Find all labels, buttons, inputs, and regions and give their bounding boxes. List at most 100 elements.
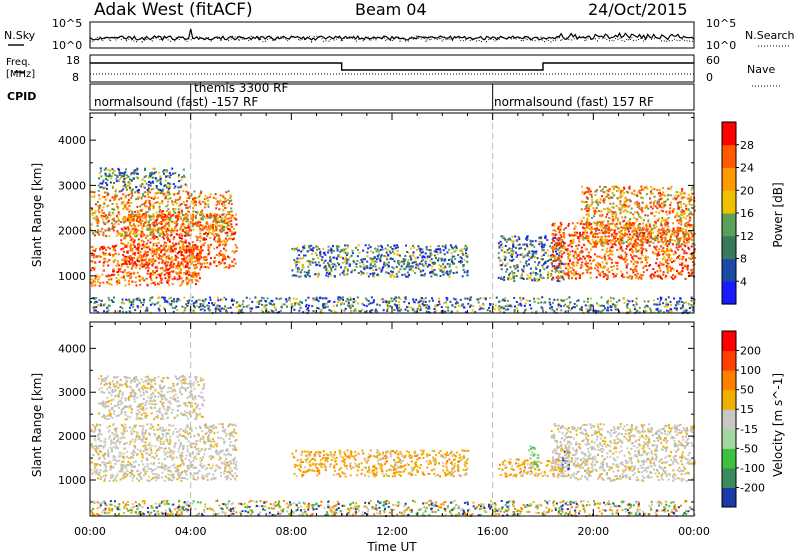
echo-cell	[128, 235, 131, 238]
echo-cell	[611, 269, 614, 272]
echo-cell	[337, 254, 340, 256]
echo-cell	[614, 215, 617, 218]
echo-cell	[145, 255, 148, 258]
echo-cell	[147, 221, 150, 224]
echo-cell	[440, 269, 443, 272]
echo-cell	[612, 206, 615, 209]
echo-cell	[413, 246, 416, 249]
echo-cell	[99, 186, 102, 189]
echo-cell	[127, 255, 130, 258]
echo-cell	[160, 189, 163, 192]
echo-cell	[130, 247, 133, 250]
echo-cell	[131, 188, 134, 191]
echo-cell	[319, 250, 322, 253]
echo-cell	[391, 270, 394, 273]
echo-cell	[304, 254, 307, 257]
echo-cell	[165, 216, 168, 219]
echo-cell	[108, 247, 111, 250]
echo-cell	[216, 296, 219, 299]
echo-cell	[432, 261, 435, 264]
echo-cell	[453, 250, 456, 253]
echo-cell	[306, 250, 309, 253]
echo-cell	[130, 267, 133, 270]
echo-cell	[187, 225, 190, 228]
echo-cell	[582, 272, 585, 275]
echo-cell	[661, 218, 664, 221]
echo-cell	[510, 248, 512, 251]
echo-cell	[602, 272, 605, 275]
echo-cell	[325, 274, 328, 277]
echo-cell	[693, 248, 696, 251]
echo-cell	[206, 217, 209, 220]
echo-cell	[604, 208, 607, 211]
echo-cell	[111, 226, 114, 229]
echo-cell	[129, 178, 131, 181]
echo-cell	[559, 243, 562, 245]
echo-cell	[578, 276, 581, 279]
echo-cell	[637, 238, 640, 241]
echo-cell	[342, 298, 345, 301]
echo-cell	[137, 216, 140, 218]
echo-cell	[196, 211, 199, 214]
echo-cell	[379, 248, 382, 251]
echo-cell	[115, 180, 118, 183]
echo-cell	[590, 267, 593, 270]
echo-cell	[660, 223, 663, 226]
echo-cell	[539, 273, 542, 276]
echo-cell	[97, 220, 100, 223]
echo-cell	[620, 248, 623, 251]
echo-cell	[686, 237, 688, 240]
echo-cell	[193, 246, 196, 249]
echo-cell	[91, 245, 94, 248]
echo-cell	[135, 214, 138, 217]
echo-cell	[146, 246, 149, 249]
echo-cell	[669, 234, 672, 237]
echo-cell	[347, 258, 350, 261]
echo-cell	[591, 201, 594, 204]
echo-cell	[414, 266, 417, 269]
echo-cell	[358, 251, 361, 254]
echo-cell	[106, 191, 109, 194]
echo-cell	[157, 226, 160, 229]
echo-cell	[609, 196, 612, 199]
echo-cell	[559, 237, 562, 240]
echo-cell	[393, 244, 396, 247]
echo-cell	[181, 281, 184, 284]
echo-cell	[587, 254, 590, 257]
echo-cell	[689, 273, 692, 276]
echo-cell	[360, 270, 363, 273]
echo-cell	[130, 257, 133, 260]
echo-cell	[157, 231, 160, 234]
echo-cell	[607, 243, 610, 246]
echo-cell	[513, 265, 516, 268]
echo-cell	[676, 202, 679, 205]
echo-cell	[136, 249, 139, 252]
echo-cell	[630, 207, 633, 210]
echo-cell	[688, 216, 691, 219]
echo-cell	[518, 238, 521, 241]
echo-cell	[583, 257, 586, 260]
echo-cell	[314, 273, 317, 276]
echo-cell	[601, 310, 603, 313]
echo-cell	[559, 271, 562, 274]
echo-cell	[419, 269, 422, 272]
echo-cell	[637, 225, 640, 228]
echo-cell	[113, 218, 115, 221]
echo-cell	[159, 177, 162, 180]
echo-cell	[164, 277, 167, 280]
echo-cell	[622, 210, 625, 213]
echo-cell	[371, 302, 374, 305]
echo-cell	[152, 168, 155, 170]
echo-cell	[575, 264, 578, 267]
echo-cell	[143, 253, 146, 256]
echo-cell	[380, 270, 383, 273]
echo-cell	[327, 251, 330, 254]
echo-cell	[199, 193, 202, 196]
echo-cell	[185, 260, 188, 262]
echo-cell	[106, 281, 108, 284]
echo-cell	[638, 202, 641, 205]
echo-cell	[466, 254, 469, 257]
echo-cell	[120, 248, 123, 251]
echo-cell	[154, 197, 156, 199]
echo-cell	[588, 188, 591, 191]
